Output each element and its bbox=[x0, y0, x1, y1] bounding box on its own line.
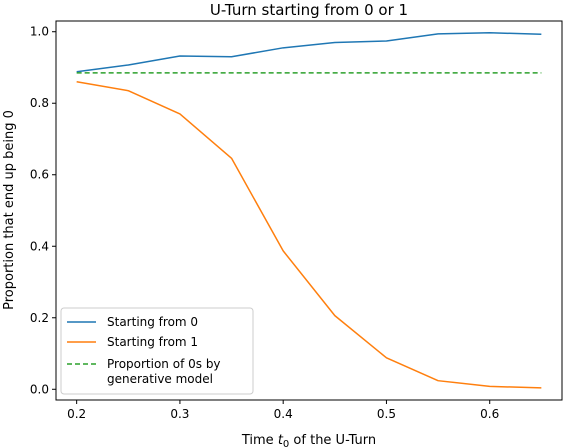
x-axis-label-suffix: of the U-Turn bbox=[289, 433, 376, 448]
y-tick-label: 0.8 bbox=[30, 96, 49, 110]
x-tick-label: 0.5 bbox=[377, 407, 396, 421]
x-axis-label: Time t0 of the U-Turn bbox=[241, 433, 376, 448]
series-layer bbox=[76, 32, 542, 389]
y-axis: 0.0 0.2 0.4 0.6 0.8 1.0 bbox=[30, 25, 56, 396]
y-axis-label: Proportion that end up being 0 bbox=[2, 110, 17, 310]
x-axis-label-prefix: Time bbox=[241, 433, 278, 448]
y-tick-label: 0.0 bbox=[30, 382, 49, 396]
legend-box bbox=[60, 307, 254, 395]
x-axis: 0.2 0.3 0.4 0.5 0.6 bbox=[67, 400, 499, 421]
y-tick-label: 1.0 bbox=[30, 25, 49, 39]
series-line-1 bbox=[76, 32, 542, 73]
y-tick-label: 0.6 bbox=[30, 168, 49, 182]
legend-label-1: Starting from 0 bbox=[107, 315, 198, 329]
x-tick-label: 0.4 bbox=[274, 407, 293, 421]
legend-label-2: Starting from 1 bbox=[107, 335, 198, 349]
x-tick-label: 0.6 bbox=[480, 407, 499, 421]
x-axis-label-subscript: 0 bbox=[283, 439, 289, 448]
x-axis-label-variable: t bbox=[278, 433, 284, 448]
y-tick-label: 0.4 bbox=[30, 239, 49, 253]
chart-title: U-Turn starting from 0 or 1 bbox=[210, 1, 408, 19]
series-line-2 bbox=[76, 81, 542, 389]
y-tick-label: 0.2 bbox=[30, 311, 49, 325]
legend: Starting from 0 Starting from 1 Proportion… bbox=[60, 307, 254, 395]
legend-label-3: Proportion of 0s by generative model bbox=[107, 357, 221, 386]
x-tick-label: 0.3 bbox=[170, 407, 189, 421]
x-tick-label: 0.2 bbox=[67, 407, 86, 421]
plot-frame bbox=[55, 20, 563, 401]
